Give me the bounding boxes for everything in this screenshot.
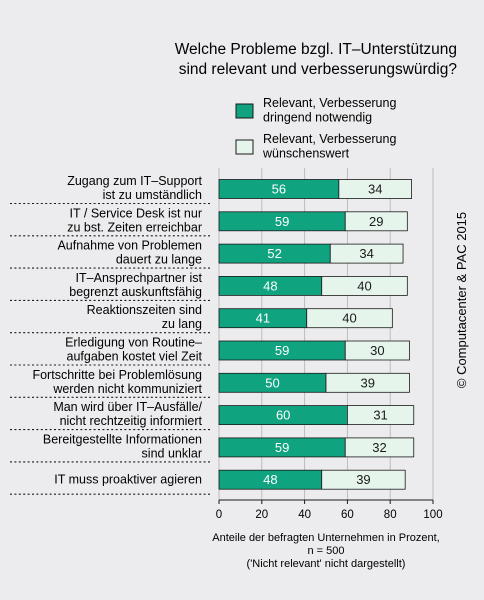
x-tick-label: 20 <box>255 509 268 521</box>
data-label: 29 <box>369 214 383 229</box>
footer-line: Anteile der befragten Unternehmen in Pro… <box>212 532 439 544</box>
footer-line: ('Nicht relevant' nicht dargestellt) <box>247 558 406 570</box>
footer-note: Anteile der befragten Unternehmen in Pro… <box>212 532 439 570</box>
data-label: 52 <box>267 246 281 261</box>
data-label: 31 <box>373 408 387 423</box>
category-label: Bereitgestellte Informationen <box>43 432 202 446</box>
chart-title: Welche Probleme bzgl. IT–Unterstützung si… <box>175 41 458 78</box>
category-label: Fortschritte bei Problemlösung <box>32 368 202 382</box>
legend-label: Relevant, Verbesserung <box>263 132 396 146</box>
category-label: aufgaben kostet viel Zeit <box>67 350 203 364</box>
legend-label: dringend notwendig <box>263 111 372 125</box>
bar-segment-wuenschenswert <box>346 405 415 426</box>
bar-segment-wuenschenswert <box>306 308 393 329</box>
bar-segment-wuenschenswert <box>329 243 404 264</box>
copyright-text: © Computacenter & PAC 2015 <box>454 212 469 388</box>
data-label: 40 <box>357 278 371 293</box>
bar-segment-wuenschenswert <box>325 372 410 393</box>
bar-segment-wuenschenswert <box>344 437 415 458</box>
bars: 56 34 59 29 52 34 48 40 41 40 59 30 50 39 60 31 59 32 48 39 <box>218 179 415 490</box>
category-label: zu lang <box>162 317 202 331</box>
category-label: nicht rechtzeitig informiert <box>60 414 203 428</box>
legend-swatch <box>235 139 254 155</box>
data-label: 60 <box>276 408 290 423</box>
footer-line: n = 500 <box>307 545 344 557</box>
title-line: Welche Probleme bzgl. IT–Unterstützung <box>175 41 457 58</box>
legend-swatch <box>235 103 254 119</box>
category-label: ist zu umständlich <box>103 188 202 202</box>
category-label: werden nicht kommuniziert <box>52 382 202 396</box>
data-label: 50 <box>265 375 279 390</box>
data-label: 48 <box>263 278 277 293</box>
title-line: sind relevant und verbesserungswürdig? <box>179 61 458 78</box>
data-label: 32 <box>372 440 386 455</box>
category-label: Erledigung von Routine– <box>65 336 202 350</box>
data-label: 39 <box>360 375 374 390</box>
data-label: 59 <box>275 214 289 229</box>
bar-segment-wuenschenswert <box>321 469 406 490</box>
data-label: 39 <box>356 472 370 487</box>
data-label: 30 <box>370 343 384 358</box>
data-label: 56 <box>272 182 286 197</box>
data-label: 59 <box>275 440 289 455</box>
x-tick-label: 100 <box>423 509 442 521</box>
data-label: 59 <box>275 343 289 358</box>
x-axis: 0 20 40 60 80 100 <box>216 499 443 521</box>
data-label: 34 <box>359 246 373 261</box>
x-tick-label: 0 <box>216 509 222 521</box>
data-label: 41 <box>256 311 270 326</box>
data-label: 34 <box>368 182 382 197</box>
x-tick-label: 80 <box>384 509 397 521</box>
category-label: sind unklar <box>142 446 202 460</box>
category-label: IT / Service Desk ist nur <box>70 206 202 220</box>
category-label: zu bst. Zeiten erreichbar <box>67 220 202 234</box>
data-label: 40 <box>342 311 356 326</box>
bar-segment-wuenschenswert <box>344 340 410 361</box>
category-label: Reaktionszeiten sind <box>87 303 202 317</box>
bar-segment-wuenschenswert <box>321 275 408 296</box>
category-label: IT–Ansprechpartner ist <box>76 271 203 285</box>
bar-segment-wuenschenswert <box>344 211 408 232</box>
category-label: Aufnahme von Problemen <box>57 239 202 253</box>
x-tick-label: 60 <box>341 509 354 521</box>
category-label: dauert zu lange <box>116 253 202 267</box>
x-tick-label: 40 <box>298 509 311 521</box>
category-label: begrenzt auskunftsfähig <box>69 285 202 299</box>
category-label: IT muss proaktiver agieren <box>54 473 202 487</box>
category-label: Man wird über IT–Ausfälle/ <box>53 400 202 414</box>
bar-segment-wuenschenswert <box>338 179 412 199</box>
legend-label: wünschenswert <box>262 147 350 161</box>
legend-label: Relevant, Verbesserung <box>263 96 396 110</box>
category-label: Zugang zum IT–Support <box>67 174 202 188</box>
data-label: 48 <box>263 472 277 487</box>
